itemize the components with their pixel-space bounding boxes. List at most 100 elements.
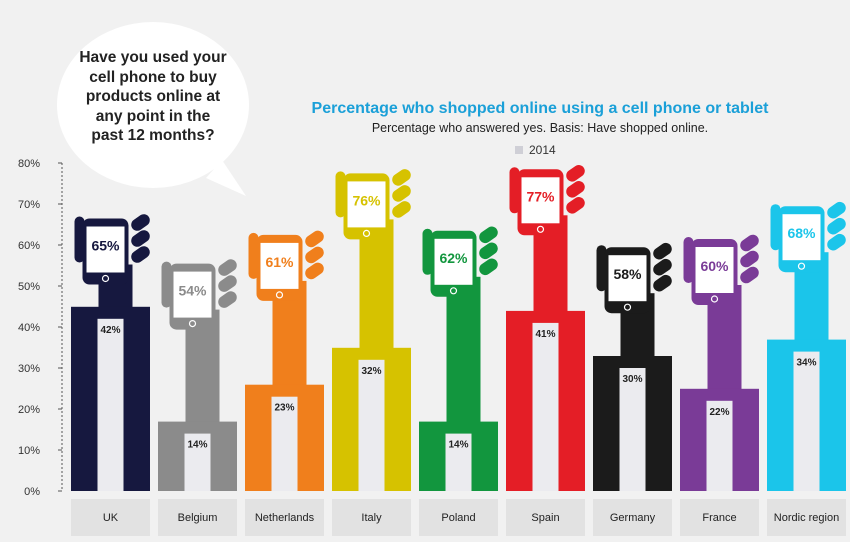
finger: [392, 201, 411, 218]
category-label: Poland: [441, 512, 475, 524]
value-label: 68%: [787, 225, 816, 241]
thumb: [596, 245, 607, 292]
phone-button: [449, 287, 458, 295]
bar-group-nordic-region: 68% 34% Nordic region: [767, 201, 846, 536]
phone-button: [275, 291, 284, 299]
phone-screen: [434, 238, 473, 285]
phone-screen: [695, 247, 734, 293]
phone-screen: [86, 226, 125, 273]
category-box: [593, 499, 672, 536]
y-tick-label: 70%: [18, 199, 40, 211]
phone-button: [362, 229, 371, 237]
thumb: [422, 228, 433, 275]
bar-group-netherlands: 61% 23% Netherlands: [245, 230, 324, 536]
y-tick-label: 10%: [18, 445, 40, 457]
speech-bubble: [57, 22, 249, 188]
bar-group-france: 60% 22% France: [680, 234, 759, 536]
inner-value-label: 30%: [622, 374, 642, 385]
inner-value-label: 32%: [361, 366, 381, 377]
finger: [653, 258, 672, 276]
inner-bar: [706, 400, 733, 491]
category-box: [680, 499, 759, 536]
value-label: 77%: [526, 188, 555, 204]
category-label: Nordic region: [774, 512, 839, 524]
finger: [479, 242, 498, 260]
finger: [827, 217, 846, 235]
phone-button: [101, 274, 110, 283]
inner-value-label: 23%: [274, 403, 294, 414]
inner-value-label: 14%: [187, 440, 207, 451]
finger: [218, 291, 237, 308]
thumb: [161, 261, 172, 308]
phone-button: [623, 303, 632, 311]
y-tick-label: 30%: [18, 363, 40, 375]
finger: [827, 201, 846, 219]
thumb: [74, 216, 85, 263]
legend-label: 2014: [529, 143, 556, 157]
finger: [653, 274, 672, 292]
phone-screen: [521, 177, 560, 224]
phone-screen: [347, 181, 386, 228]
y-tick-label: 50%: [18, 281, 40, 293]
thumb: [509, 167, 520, 214]
category-box: [332, 499, 411, 536]
phone-screen: [173, 271, 212, 318]
category-box: [245, 499, 324, 536]
inner-bar: [793, 351, 820, 491]
category-label: Italy: [361, 512, 382, 524]
y-tick-label: 40%: [18, 322, 40, 334]
y-tick-label: 0%: [24, 486, 40, 498]
category-box: [71, 499, 150, 536]
category-label: Belgium: [178, 512, 218, 524]
inner-bar: [532, 322, 559, 491]
finger: [653, 242, 672, 260]
finger: [305, 246, 324, 264]
finger: [218, 259, 237, 276]
value-label: 54%: [178, 283, 207, 299]
category-label: Spain: [531, 512, 559, 524]
finger: [392, 169, 411, 186]
category-box: [419, 499, 498, 536]
finger: [305, 230, 324, 248]
bar-group-germany: 58% 30% Germany: [593, 242, 672, 536]
category-label: France: [702, 512, 736, 524]
inner-bar: [445, 433, 472, 491]
speech-bubble-tail: [206, 160, 246, 196]
question-text: Have you used your cell phone to buy pro…: [79, 49, 227, 144]
category-box: [506, 499, 585, 536]
inner-value-label: 41%: [535, 329, 555, 340]
bar-group-poland: 62% 14% Poland: [419, 226, 498, 536]
finger: [740, 234, 759, 252]
bar-group-spain: 77% 41% Spain: [506, 165, 585, 536]
finger: [392, 185, 411, 202]
phone-button: [188, 320, 197, 328]
finger: [305, 262, 324, 280]
category-box: [158, 499, 237, 536]
inner-bar: [619, 368, 646, 491]
finger: [566, 181, 585, 198]
bar-group-belgium: 54% 14% Belgium: [158, 259, 237, 536]
chart-subtitle: Percentage who answered yes. Basis: Have…: [371, 121, 709, 135]
category-box: [767, 499, 846, 536]
finger: [479, 226, 498, 244]
y-tick-label: 20%: [18, 404, 40, 416]
inner-bar: [271, 396, 298, 491]
legend-swatch: [515, 146, 523, 154]
y-tick-label: 60%: [18, 240, 40, 252]
value-label: 76%: [352, 192, 381, 208]
value-label: 61%: [265, 254, 294, 270]
category-label: Germany: [610, 512, 656, 524]
finger: [566, 197, 585, 214]
value-label: 60%: [700, 258, 729, 274]
legend: 2014: [515, 143, 556, 157]
value-label: 58%: [613, 266, 642, 282]
phone-button: [797, 262, 806, 270]
category-label: Netherlands: [255, 512, 315, 524]
thumb: [683, 237, 694, 283]
bar-group-uk: 65% 42% UK: [71, 214, 150, 536]
thumb: [248, 232, 259, 279]
inner-value-label: 34%: [796, 358, 816, 369]
finger: [479, 258, 498, 276]
inner-value-label: 22%: [709, 407, 729, 418]
